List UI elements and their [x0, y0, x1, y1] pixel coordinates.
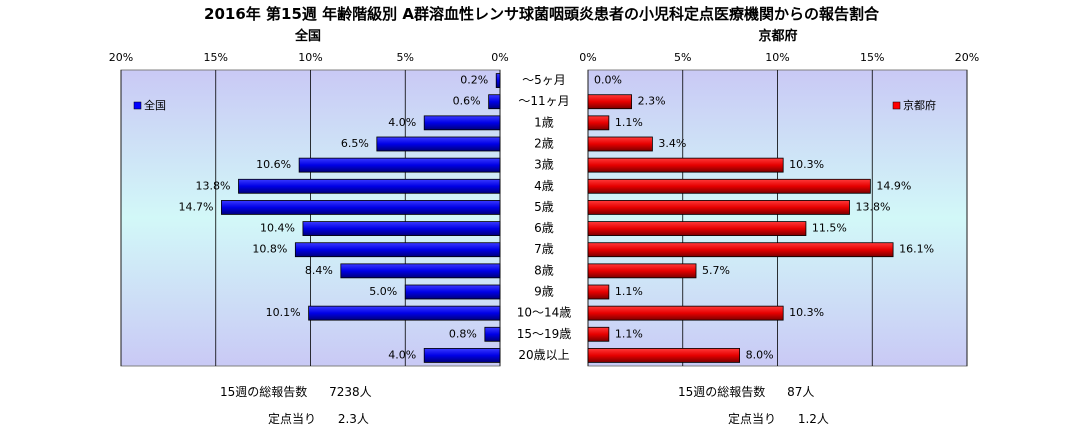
kyoto-total-value: 87人	[787, 385, 815, 399]
bar-kyoto	[587, 284, 610, 300]
category-label: 9歳	[534, 285, 554, 299]
tick-label-kyoto: 0%	[579, 51, 596, 64]
bar-national	[484, 326, 501, 342]
national-total-value: 7238人	[329, 385, 372, 399]
value-label-national: 0.6%	[453, 95, 481, 108]
value-label-kyoto: 16.1%	[899, 243, 934, 256]
tick-label-kyoto: 10%	[765, 51, 789, 64]
bar-kyoto	[587, 200, 850, 215]
national-total-label: 15週の総報告数	[220, 385, 308, 399]
bar-national	[495, 73, 501, 88]
national-per-label: 定点当り	[268, 412, 317, 426]
bar-national	[298, 157, 501, 173]
tick-label-kyoto: 15%	[860, 51, 884, 64]
bar-kyoto	[587, 94, 632, 110]
category-label: 8歳	[534, 263, 554, 277]
category-label: 15〜19歳	[517, 327, 572, 341]
value-label-kyoto: 8.0%	[746, 348, 774, 361]
tick-label-national: 5%	[397, 51, 414, 64]
bar-national	[423, 115, 501, 131]
value-label-kyoto: 10.3%	[789, 306, 824, 319]
legend-swatch-kyoto	[892, 101, 901, 110]
value-label-kyoto: 3.4%	[658, 137, 686, 150]
value-label-kyoto: 5.7%	[702, 264, 730, 277]
legend-swatch-national	[133, 101, 142, 110]
subtitle-national: 全国	[294, 29, 322, 44]
tick-label-kyoto: 5%	[674, 51, 691, 64]
value-label-kyoto: 0.0%	[594, 74, 622, 87]
value-label-kyoto: 1.1%	[615, 327, 643, 340]
value-label-kyoto: 1.1%	[615, 285, 643, 298]
bar-national	[376, 136, 501, 152]
value-label-kyoto: 10.3%	[789, 158, 824, 171]
subtitle-kyoto: 京都府	[758, 29, 798, 44]
value-label-national: 8.4%	[305, 264, 333, 277]
value-label-kyoto: 2.3%	[638, 95, 666, 108]
bar-national	[221, 200, 501, 215]
value-label-national: 10.6%	[256, 158, 291, 171]
bar-kyoto	[587, 348, 741, 363]
value-label-kyoto: 11.5%	[812, 222, 847, 235]
value-label-national: 13.8%	[196, 179, 231, 192]
kyoto-per-sentinel: 定点当り 1.2人	[728, 410, 829, 427]
value-label-national: 4.0%	[388, 348, 416, 361]
value-label-kyoto: 14.9%	[876, 179, 911, 192]
tick-label-national: 20%	[109, 51, 133, 64]
bar-national	[238, 178, 501, 194]
value-label-national: 10.8%	[252, 243, 287, 256]
tick-label-national: 0%	[491, 51, 508, 64]
category-label: 2歳	[534, 137, 554, 151]
bar-kyoto	[587, 221, 807, 236]
value-label-national: 4.0%	[388, 116, 416, 129]
category-label: 6歳	[534, 221, 554, 235]
kyoto-per-value: 1.2人	[797, 412, 829, 426]
legend-label-kyoto: 京都府	[903, 98, 936, 112]
bar-national	[308, 305, 501, 321]
category-label: 〜11ヶ月	[518, 94, 569, 108]
bar-national	[294, 242, 501, 258]
bar-kyoto	[587, 242, 894, 258]
bar-kyoto	[587, 115, 610, 131]
value-label-national: 6.5%	[341, 137, 369, 150]
chart-title: 2016年 第15週 年齢階級別 A群溶血性レンサ球菌咽頭炎患者の小児科定点医療…	[204, 5, 879, 23]
category-label: 4歳	[534, 179, 554, 193]
bar-national	[340, 263, 501, 279]
kyoto-total-label: 15週の総報告数	[678, 385, 766, 399]
bar-national	[488, 94, 501, 110]
bar-kyoto	[587, 157, 784, 173]
bar-kyoto	[587, 326, 610, 342]
national-total: 15週の総報告数 7238人	[220, 383, 372, 400]
tick-label-national: 15%	[204, 51, 228, 64]
category-label: 20歳以上	[518, 348, 569, 362]
category-label: 7歳	[534, 242, 554, 256]
category-label: 〜5ヶ月	[522, 73, 566, 87]
kyoto-total: 15週の総報告数 87人	[678, 383, 814, 400]
bar-kyoto	[587, 178, 871, 194]
kyoto-per-label: 定点当り	[728, 412, 777, 426]
tick-label-national: 10%	[298, 51, 322, 64]
value-label-national: 14.7%	[178, 200, 213, 213]
value-label-national: 0.8%	[449, 327, 477, 340]
national-per-value: 2.3人	[337, 412, 369, 426]
value-label-kyoto: 1.1%	[615, 116, 643, 129]
category-label: 1歳	[534, 115, 554, 129]
category-label: 5歳	[534, 200, 554, 214]
value-label-national: 0.2%	[460, 74, 488, 87]
legend-label-national: 全国	[144, 98, 166, 112]
national-per-sentinel: 定点当り 2.3人	[268, 410, 369, 427]
value-label-national: 10.1%	[266, 306, 301, 319]
bar-kyoto	[587, 305, 784, 321]
bar-national	[423, 348, 501, 363]
bar-national	[302, 221, 501, 236]
bar-kyoto	[587, 263, 697, 279]
bar-national	[404, 284, 501, 300]
value-label-national: 5.0%	[369, 285, 397, 298]
value-label-kyoto: 13.8%	[856, 200, 891, 213]
tick-label-kyoto: 20%	[955, 51, 979, 64]
value-label-national: 10.4%	[260, 222, 295, 235]
category-label: 3歳	[534, 158, 554, 172]
category-label: 10〜14歳	[517, 306, 572, 320]
bar-kyoto	[587, 136, 653, 152]
